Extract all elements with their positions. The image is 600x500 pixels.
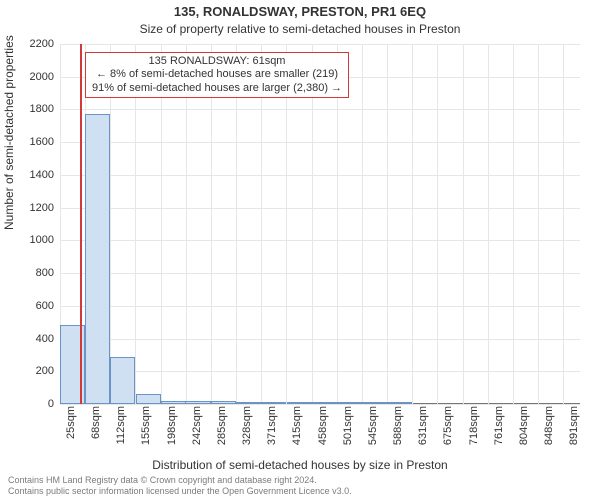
histogram-bar — [136, 394, 161, 404]
gridline-v — [186, 44, 187, 404]
gridline-v — [463, 44, 464, 404]
gridline-h — [60, 44, 580, 45]
chart-title: 135, RONALDSWAY, PRESTON, PR1 6EQ — [0, 4, 600, 19]
x-tick-label: 458sqm — [317, 406, 329, 446]
y-tick-label: 2200 — [14, 38, 54, 50]
annotation-line: 135 RONALDSWAY: 61sqm — [92, 55, 342, 68]
gridline-v — [412, 44, 413, 404]
gridline-v — [362, 44, 363, 404]
histogram-bar — [337, 402, 362, 404]
chart-subtitle: Size of property relative to semi-detach… — [0, 22, 600, 36]
attribution-footer: Contains HM Land Registry data © Crown c… — [8, 475, 592, 496]
x-tick-label: 761sqm — [493, 406, 505, 446]
annotation-box: 135 RONALDSWAY: 61sqm← 8% of semi-detach… — [85, 52, 349, 98]
annotation-line: ← 8% of semi-detached houses are smaller… — [92, 68, 342, 81]
x-axis-label: Distribution of semi-detached houses by … — [0, 458, 600, 472]
gridline-v — [337, 44, 338, 404]
y-tick-label: 200 — [14, 365, 54, 377]
gridline-h — [60, 208, 580, 209]
x-tick-label: 848sqm — [543, 406, 555, 446]
property-marker-line — [80, 44, 82, 404]
x-tick-label: 198sqm — [166, 406, 178, 446]
histogram-bar — [211, 401, 236, 404]
y-tick-label: 1000 — [14, 234, 54, 246]
x-tick-label: 285sqm — [216, 406, 228, 446]
x-tick-label: 112sqm — [115, 406, 127, 446]
histogram-bar — [185, 401, 210, 404]
x-tick-label: 242sqm — [191, 406, 203, 446]
x-tick-label: 328sqm — [241, 406, 253, 446]
y-tick-label: 400 — [14, 333, 54, 345]
gridline-h — [60, 240, 580, 241]
x-tick-label: 675sqm — [442, 406, 454, 446]
x-tick-label: 68sqm — [90, 406, 102, 446]
gridline-v — [513, 44, 514, 404]
gridline-v — [236, 44, 237, 404]
gridline-v — [110, 44, 111, 404]
gridline-h — [60, 306, 580, 307]
x-tick-label: 631sqm — [417, 406, 429, 446]
gridline-h — [60, 142, 580, 143]
gridline-h — [60, 371, 580, 372]
gridline-v — [312, 44, 313, 404]
x-tick-label: 501sqm — [342, 406, 354, 446]
gridline-v — [161, 44, 162, 404]
gridline-v — [286, 44, 287, 404]
y-tick-label: 1200 — [14, 202, 54, 214]
x-tick-label: 371sqm — [266, 406, 278, 446]
x-tick-label: 718sqm — [468, 406, 480, 446]
x-tick-label: 155sqm — [140, 406, 152, 446]
y-tick-label: 800 — [14, 267, 54, 279]
y-tick-label: 0 — [14, 398, 54, 410]
y-tick-label: 600 — [14, 300, 54, 312]
x-tick-label: 545sqm — [367, 406, 379, 446]
gridline-v — [211, 44, 212, 404]
histogram-bar — [261, 402, 286, 404]
gridline-v — [387, 44, 388, 404]
y-tick-label: 1400 — [14, 169, 54, 181]
x-tick-label: 25sqm — [65, 406, 77, 446]
x-tick-label: 891sqm — [568, 406, 580, 446]
gridline-h — [60, 339, 580, 340]
gridline-v — [437, 44, 438, 404]
histogram-bar — [312, 402, 337, 404]
annotation-line: 91% of semi-detached houses are larger (… — [92, 82, 342, 95]
x-tick-label: 804sqm — [518, 406, 530, 446]
gridline-v — [563, 44, 564, 404]
y-tick-label: 1800 — [14, 103, 54, 115]
histogram-bar — [110, 357, 135, 404]
gridline-v — [261, 44, 262, 404]
gridline-h — [60, 404, 580, 405]
gridline-v — [538, 44, 539, 404]
footer-line-2: Contains public sector information licen… — [8, 486, 592, 496]
histogram-bar — [236, 402, 261, 404]
figure: 135, RONALDSWAY, PRESTON, PR1 6EQ Size o… — [0, 0, 600, 500]
gridline-v — [135, 44, 136, 404]
plot-area: 135 RONALDSWAY: 61sqm← 8% of semi-detach… — [60, 44, 580, 404]
histogram-bar — [287, 402, 312, 404]
y-tick-label: 1600 — [14, 136, 54, 148]
gridline-h — [60, 175, 580, 176]
histogram-bar — [362, 402, 387, 404]
x-tick-label: 588sqm — [392, 406, 404, 446]
gridline-h — [60, 273, 580, 274]
histogram-bar — [85, 114, 110, 404]
footer-line-1: Contains HM Land Registry data © Crown c… — [8, 475, 592, 485]
x-tick-label: 415sqm — [291, 406, 303, 446]
histogram-bar — [161, 401, 186, 404]
gridline-v — [488, 44, 489, 404]
y-tick-label: 2000 — [14, 71, 54, 83]
gridline-h — [60, 109, 580, 110]
histogram-bar — [387, 402, 412, 404]
